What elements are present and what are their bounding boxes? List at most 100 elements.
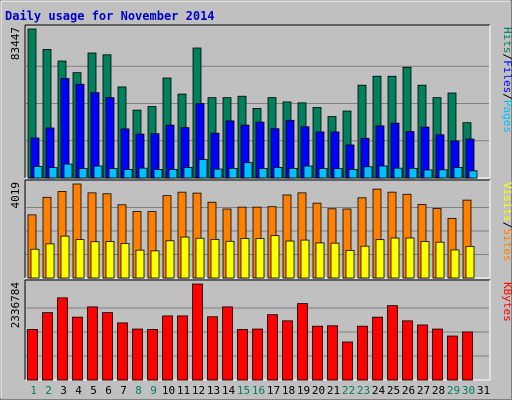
bar-pages-day-8	[138, 167, 148, 179]
bar-pages-day-17	[273, 167, 283, 179]
bar-pages-day-14	[228, 167, 238, 179]
panel-legend: KBytes	[501, 282, 512, 322]
x-tick-label-day-24: 24	[372, 384, 386, 397]
x-tick-label-day-20: 20	[312, 384, 325, 397]
panel-hits-files-pages: 83447 Hits/Files/Pages	[9, 24, 512, 179]
bar-pages-day-6	[108, 168, 118, 179]
bar-pages-day-10	[168, 169, 178, 179]
bar-sites-day-12	[195, 237, 205, 279]
bar-kbytes-day-29	[447, 335, 458, 381]
bar-pages-day-13	[213, 168, 223, 179]
bar-pages-day-12	[198, 159, 208, 179]
y-max-label: 2336784	[9, 282, 22, 329]
bar-sites-day-9	[150, 250, 160, 279]
bar-kbytes-day-19	[297, 303, 308, 381]
x-tick-label-day-3: 3	[60, 384, 67, 397]
legend-entry: Hits	[501, 27, 512, 54]
bar-kbytes-day-18	[282, 320, 293, 381]
x-tick-label-day-15: 15	[237, 384, 250, 397]
bar-sites-day-16	[255, 238, 265, 279]
bar-pages-day-9	[153, 169, 163, 179]
bar-sites-day-2	[45, 243, 55, 279]
bar-pages-day-4	[78, 168, 88, 179]
bar-pages-day-15	[243, 162, 253, 179]
bar-pages-day-18	[288, 167, 298, 179]
bar-kbytes-day-4	[72, 316, 83, 381]
x-tick-label-day-16: 16	[252, 384, 265, 397]
bar-pages-day-25	[393, 167, 403, 179]
legend-entry: KBytes	[501, 282, 512, 322]
x-tick-label-day-4: 4	[75, 384, 82, 397]
bar-sites-day-23	[360, 245, 370, 279]
bar-sites-day-8	[135, 249, 145, 279]
bar-pages-day-7	[123, 169, 133, 179]
bar-kbytes-day-1	[27, 329, 38, 381]
bar-sites-day-28	[435, 241, 445, 279]
legend-entry: Sites	[501, 228, 512, 261]
x-tick-label-day-22: 22	[342, 384, 355, 397]
bar-kbytes-day-20	[312, 325, 323, 381]
bar-sites-day-30	[465, 246, 475, 279]
bar-pages-day-23	[363, 166, 373, 179]
bar-sites-day-11	[180, 236, 190, 279]
x-axis-day-labels: 1 2 3 4 5 6 7 8 9 10 11 12 13 14 15 16 17 18 19 20 21 22 23 24 2…	[30, 384, 490, 397]
bar-sites-day-3	[60, 235, 70, 279]
bar-kbytes-day-8	[132, 328, 143, 381]
x-tick-label-day-7: 7	[120, 384, 127, 397]
bar-sites-day-14	[225, 240, 235, 279]
bar-pages-day-2	[48, 167, 58, 179]
bar-sites-day-18	[285, 240, 295, 279]
x-tick-label-day-29: 29	[447, 384, 460, 397]
bars	[27, 283, 473, 381]
bar-kbytes-day-12	[192, 283, 203, 381]
x-tick-label-day-18: 18	[282, 384, 295, 397]
x-tick-label-day-8: 8	[135, 384, 142, 397]
x-tick-label-day-25: 25	[387, 384, 400, 397]
x-tick-label-day-30: 30	[462, 384, 475, 397]
x-tick-label-day-28: 28	[432, 384, 445, 397]
x-tick-label-day-19: 19	[297, 384, 310, 397]
legend-entry: Pages	[501, 100, 512, 133]
x-tick-label-day-27: 27	[417, 384, 430, 397]
bar-sites-day-4	[75, 239, 85, 279]
bar-kbytes-day-5	[87, 306, 98, 381]
bar-files-day-5	[90, 92, 100, 179]
legend-entry: /	[501, 222, 512, 229]
bar-pages-day-19	[303, 165, 313, 179]
x-tick-label-day-10: 10	[162, 384, 175, 397]
panel-legend: Hits/Files/Pages	[501, 27, 512, 133]
bar-kbytes-day-16	[252, 328, 263, 381]
legend-entry: /	[501, 93, 512, 100]
x-tick-label-day-11: 11	[177, 384, 190, 397]
bar-kbytes-day-25	[387, 305, 398, 381]
bar-pages-day-22	[348, 169, 358, 179]
bar-kbytes-day-14	[222, 306, 233, 381]
bar-kbytes-day-13	[207, 316, 218, 381]
bar-pages-day-1	[33, 165, 43, 179]
bar-pages-day-26	[408, 167, 418, 179]
bar-kbytes-day-22	[342, 341, 353, 381]
bar-sites-day-22	[345, 250, 355, 279]
bar-sites-day-25	[390, 237, 400, 279]
x-tick-label-day-5: 5	[90, 384, 97, 397]
bar-sites-day-17	[270, 235, 280, 279]
bar-kbytes-day-30	[462, 331, 473, 381]
bar-sites-day-29	[450, 249, 460, 279]
panel-kbytes: 2336784 KBytes	[9, 279, 512, 381]
y-max-label: 4019	[9, 182, 22, 209]
bars	[27, 28, 478, 179]
bar-kbytes-day-24	[372, 316, 383, 381]
y-max-label: 83447	[9, 27, 22, 60]
bar-pages-day-24	[378, 165, 388, 179]
bar-sites-day-27	[420, 241, 430, 279]
bar-pages-day-30	[468, 170, 478, 179]
bar-sites-day-24	[375, 239, 385, 279]
bar-sites-day-1	[30, 248, 40, 279]
bar-kbytes-day-2	[42, 312, 53, 381]
bar-kbytes-day-9	[147, 329, 158, 381]
bar-sites-day-7	[120, 242, 130, 279]
bar-pages-day-3	[63, 163, 73, 179]
legend-entry: /	[501, 54, 512, 61]
